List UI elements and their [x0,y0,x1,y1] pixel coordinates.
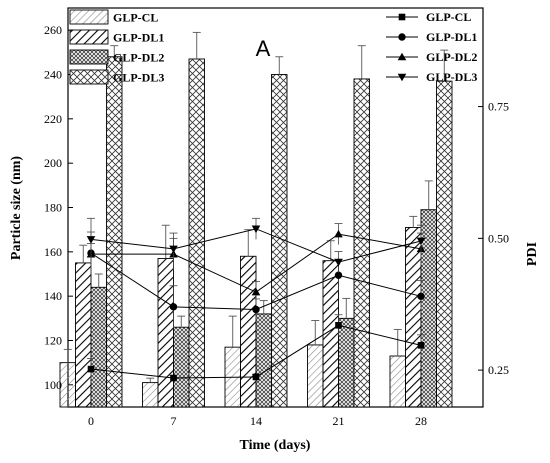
pdi-point-glp-cl [87,365,95,373]
y-left-tick-label: 160 [44,245,62,259]
bar-glp-dl3 [353,78,370,408]
pdi-point-glp-dl2 [251,287,261,296]
legend-bar-swatch [69,29,109,45]
y-right-tick-label: 0.50 [488,231,509,245]
y-left-tick-label: 100 [44,378,62,392]
axes-layer: 100 120 140 160 180 200 220 240 260 0.25 0.50 0.75 0… [44,23,509,428]
x-axis-label: Time (days) [240,438,311,453]
bar-glp-dl3 [436,80,453,408]
y-left-tick-label: 180 [44,201,62,215]
legend-bar-label: GLP-DL1 [113,31,164,45]
bar-glp-cl [307,344,324,408]
pdi-point-glp-dl3 [334,258,343,267]
x-tick-label: 28 [415,414,427,428]
legend-line-label: GLP-DL3 [426,70,477,84]
legend-line-marker [397,73,407,82]
y-right-tick-label: 0.25 [488,363,509,377]
bar-glp-cl [142,382,159,408]
legend-bar-swatch [69,9,109,25]
pdi-point-glp-cl [417,342,425,349]
y-left-tick-label: 260 [44,23,62,37]
bar-glp-dl1 [75,262,92,408]
bar-glp-dl2 [338,317,355,408]
bar-glp-dl1 [240,255,257,408]
pdi-point-glp-cl [335,322,342,329]
bar-glp-dl1 [405,226,422,408]
bars-layer [59,31,453,408]
x-tick-label: 14 [250,414,262,428]
pdi-point-glp-dl1 [334,271,343,279]
legend-bars: GLP-CL GLP-DL1 GLP-DL2 GLP-DL3 [69,9,164,85]
bar-glp-dl2 [90,286,107,408]
legend-line-marker [398,33,406,41]
pdi-point-glp-dl3 [86,236,96,244]
y-left-tick-label: 240 [44,68,62,82]
legend-bar-swatch [69,69,109,85]
pdi-point-glp-dl3 [416,237,426,246]
y-left-tick-label: 200 [44,156,62,170]
legend-bar-swatch [69,49,109,65]
pdi-point-glp-cl [252,373,260,381]
pdi-point-glp-dl2 [334,229,343,238]
pdi-point-glp-cl [170,374,177,382]
legend-line-marker [398,13,406,21]
legend-line-marker [397,52,407,61]
x-tick-label: 7 [171,414,177,428]
bar-glp-dl3 [188,58,205,408]
legend-bar-label: GLP-CL [113,11,158,25]
bar-glp-dl2 [255,313,272,408]
legend-line-label: GLP-CL [426,10,471,24]
pdi-point-glp-dl1 [417,292,425,301]
y-left-tick-label: 220 [44,112,62,126]
bar-glp-cl [389,355,406,408]
y-left-tick-label: 120 [44,334,62,348]
bar-glp-dl3 [106,56,123,408]
panel-label: A [256,36,271,61]
x-tick-label: 21 [333,414,345,428]
bar-glp-dl2 [173,326,190,408]
pdi-point-glp-dl3 [169,245,178,254]
x-tick-label: 0 [88,414,94,428]
y-left-tick-label: 140 [44,289,62,303]
y-right-tick-label: 0.75 [488,100,509,114]
pdi-point-glp-dl1 [252,305,260,314]
bar-glp-cl [59,362,76,408]
pdi-point-glp-dl3 [251,225,261,234]
pdi-point-glp-dl1 [169,303,178,311]
lines-layer [86,217,426,382]
legend-bar-label: GLP-DL2 [113,51,164,65]
legend-bar-label: GLP-DL3 [113,71,164,85]
legend-line-label: GLP-DL2 [426,50,477,64]
y-axis-label-right: PDI [525,242,540,266]
legend-lines: GLP-CL GLP-DL1 GLP-DL2 GLP-DL3 [386,10,477,84]
bar-glp-dl1 [157,258,174,408]
y-axis-label-left: Particle size (nm) [9,156,24,261]
legend-line-label: GLP-DL1 [426,30,477,44]
